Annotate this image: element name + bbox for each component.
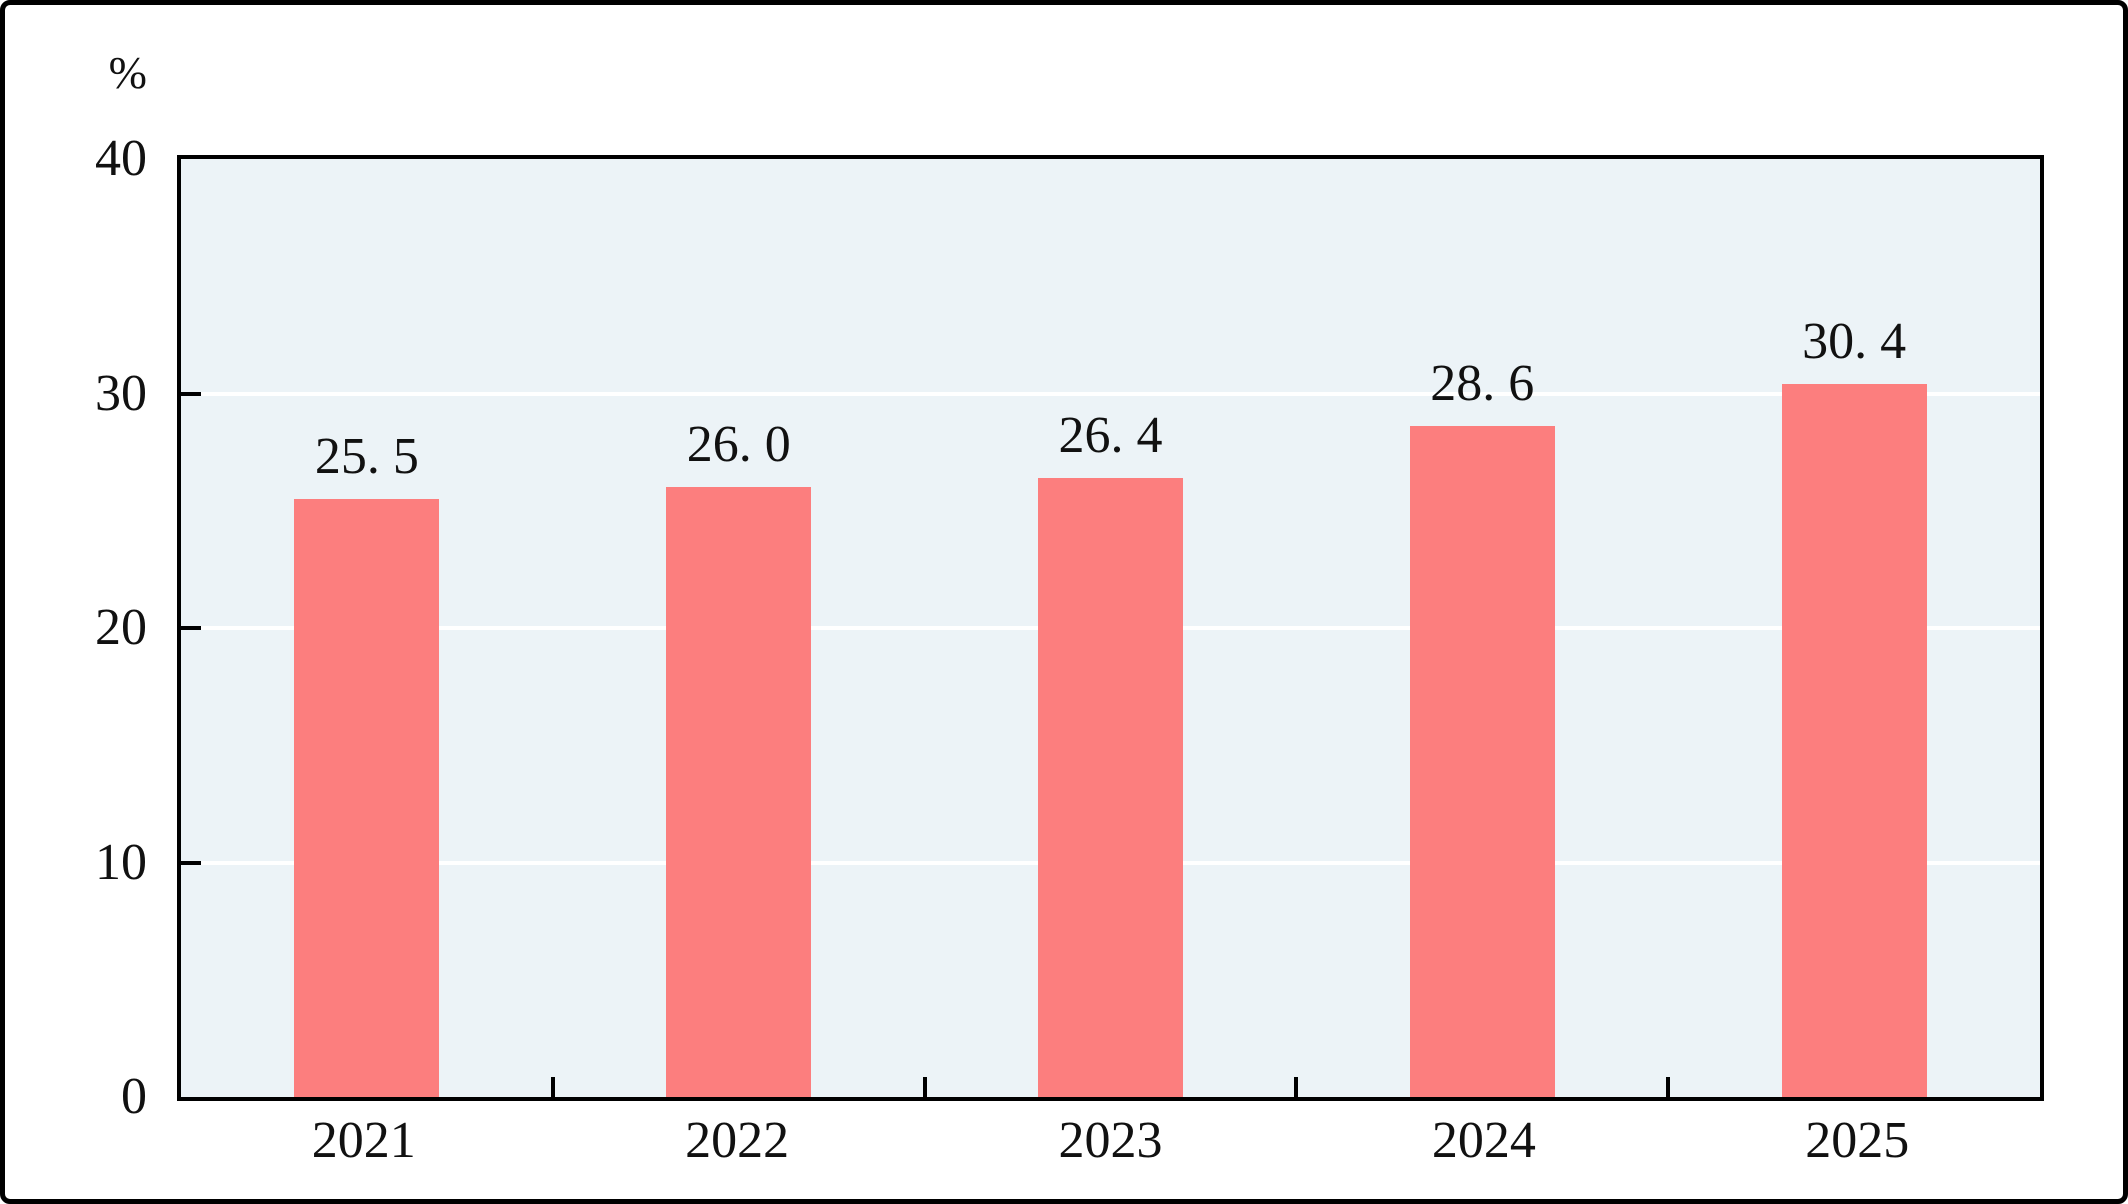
y-axis-label-0: 0 bbox=[121, 1068, 147, 1125]
x-axis-label-2023: 2023 bbox=[1058, 1112, 1163, 1169]
x-tick-mark-3 bbox=[1294, 1077, 1299, 1097]
bar-2023 bbox=[1038, 477, 1183, 1097]
gridline-30 bbox=[181, 391, 2040, 396]
x-axis-label-2021: 2021 bbox=[311, 1112, 416, 1169]
y-axis-unit-label: % bbox=[108, 47, 147, 98]
x-axis-label-2025: 2025 bbox=[1805, 1112, 1910, 1169]
x-axis-label-2022: 2022 bbox=[685, 1112, 790, 1169]
x-tick-mark-2 bbox=[922, 1077, 927, 1097]
bar-value-label-2024: 28. 6 bbox=[1430, 355, 1535, 413]
y-axis-label-10: 10 bbox=[95, 833, 147, 891]
y-axis-label-40: 40 bbox=[95, 130, 147, 187]
y-axis-label-30: 30 bbox=[95, 364, 147, 422]
x-tick-mark-1 bbox=[550, 1077, 555, 1097]
y-axis-label-20: 20 bbox=[95, 599, 147, 656]
bar-value-label-2025: 30. 4 bbox=[1802, 313, 1907, 371]
x-axis-label-2024: 2024 bbox=[1431, 1112, 1536, 1169]
bar-2024 bbox=[1409, 426, 1555, 1097]
y-tick-mark-30 bbox=[181, 391, 201, 396]
x-tick-mark-4 bbox=[1666, 1077, 1671, 1097]
bar-value-label-2022: 26. 0 bbox=[686, 416, 791, 474]
y-tick-mark-10 bbox=[181, 860, 201, 865]
bar-2022 bbox=[666, 487, 812, 1097]
bar-2021 bbox=[294, 499, 440, 1097]
bar-2025 bbox=[1781, 384, 1927, 1097]
bar-value-label-2023: 26. 4 bbox=[1058, 406, 1163, 464]
plot-area: 25. 5 26. 0 26. 4 28. 6 30. 4 bbox=[177, 155, 2044, 1101]
y-tick-mark-20 bbox=[181, 626, 201, 630]
bar-value-label-2021: 25. 5 bbox=[314, 428, 419, 486]
